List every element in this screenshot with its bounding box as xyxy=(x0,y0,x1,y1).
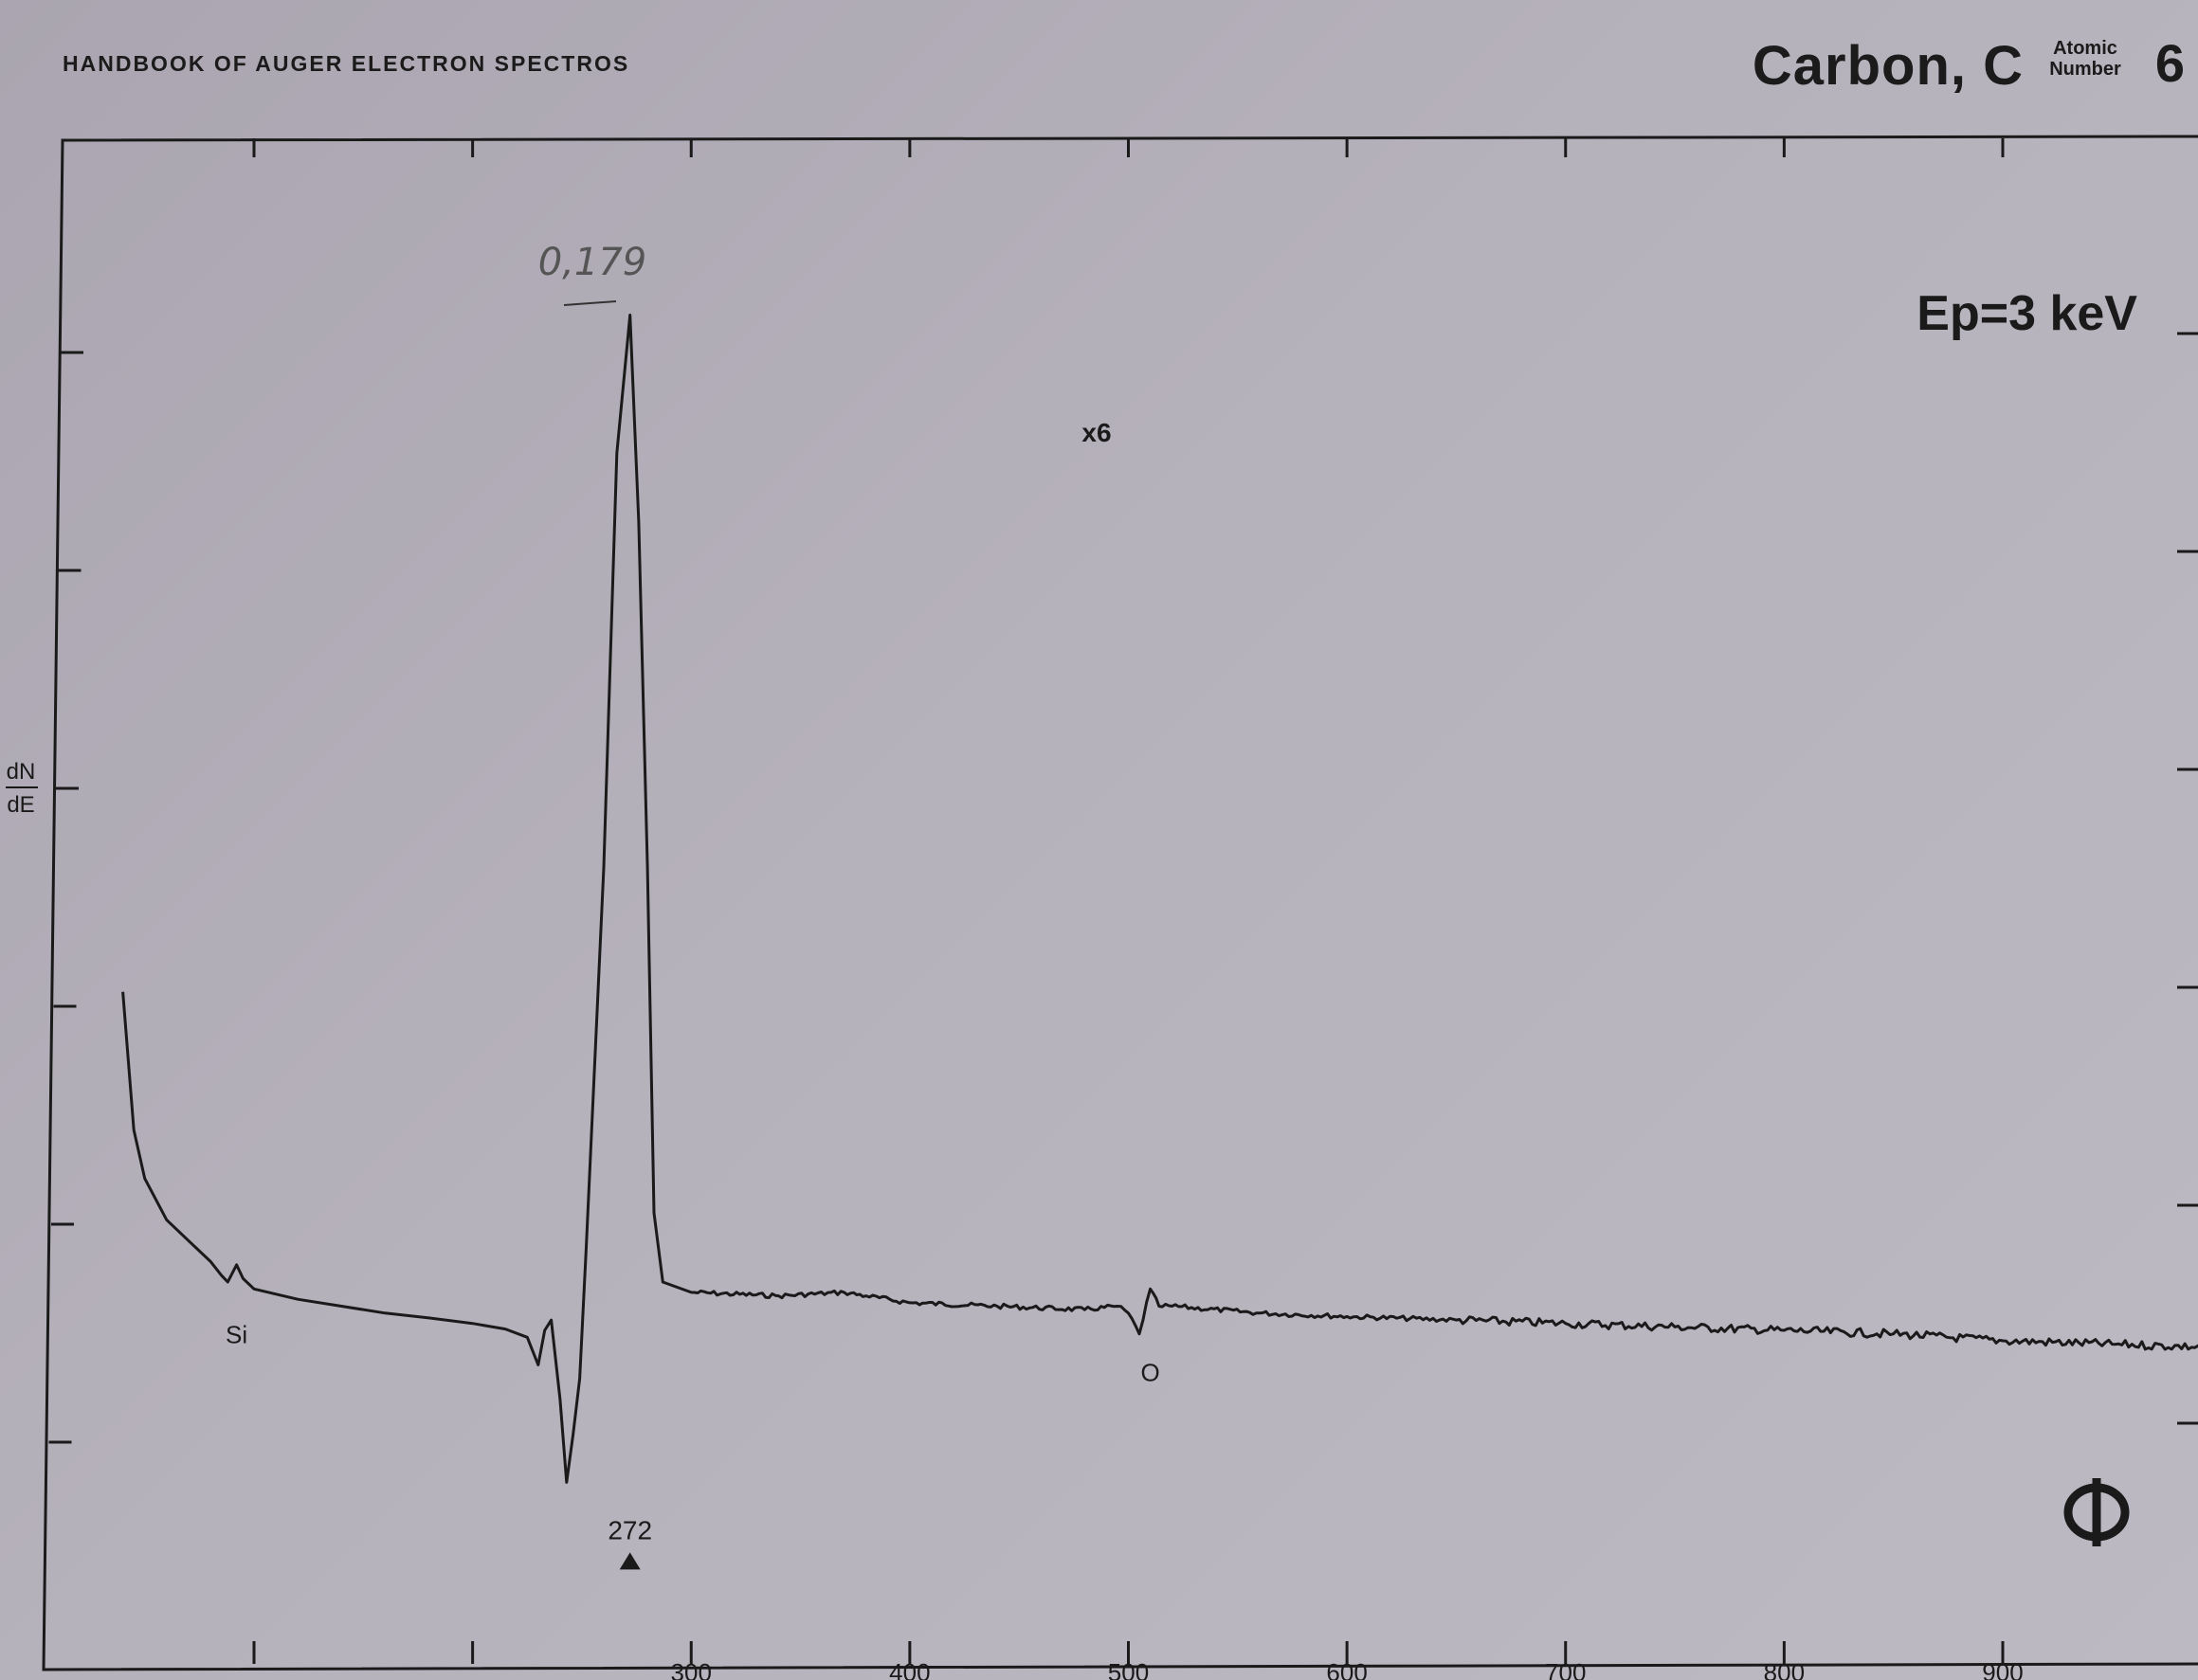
atomic-label-line1: Atomic xyxy=(2053,38,2117,59)
handwritten-underline xyxy=(563,300,617,306)
gain-label: x6 xyxy=(1081,418,1111,447)
x-tick-label: 700 xyxy=(1545,1658,1586,1680)
x-tick-label: 800 xyxy=(1764,1658,1805,1680)
peak-label-o: O xyxy=(1140,1359,1159,1387)
y-axis-ticks xyxy=(48,332,2198,1444)
peak-label-si: Si xyxy=(226,1320,247,1348)
atomic-number-label: Atomic Number xyxy=(2038,38,2133,80)
peak-marker-triangle-icon xyxy=(619,1552,641,1570)
beam-energy-label: Ep=3 keV xyxy=(1916,286,2137,341)
plot-frame xyxy=(42,135,2198,1671)
handwritten-peak-value: 0,179 xyxy=(538,241,647,284)
x-axis-ticks: 300 400 500 600 700 800 900 xyxy=(252,138,2024,1680)
book-title: HANDBOOK OF AUGER ELECTRON SPECTROS xyxy=(63,51,630,76)
y-label-denominator: dE xyxy=(7,792,34,818)
x-tick-label: 900 xyxy=(1982,1658,2023,1680)
y-label-numerator: dN xyxy=(7,759,36,785)
peak-label-272: 272 xyxy=(608,1515,652,1545)
x-tick-label: 300 xyxy=(671,1658,712,1680)
atomic-number: 6 xyxy=(2154,33,2185,93)
phi-logo-icon xyxy=(2063,1478,2130,1546)
peak-labels: Si 272 O xyxy=(226,1320,1160,1570)
x-tick-label: 500 xyxy=(1108,1658,1149,1680)
element-name: Carbon, C xyxy=(1752,35,2024,97)
y-axis-label: dN dE xyxy=(6,759,38,818)
x-tick-label: 400 xyxy=(889,1658,930,1680)
x-tick-label: 600 xyxy=(1326,1658,1367,1680)
spectrum-line xyxy=(121,314,2198,1484)
atomic-label-line2: Number xyxy=(2049,59,2121,80)
